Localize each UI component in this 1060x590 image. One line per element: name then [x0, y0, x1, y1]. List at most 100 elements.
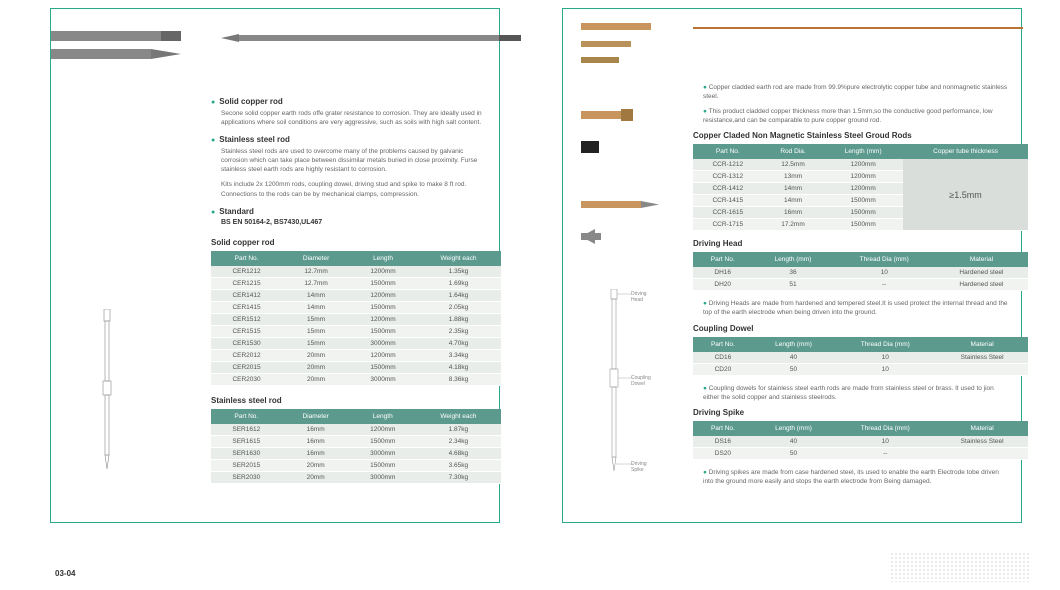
table-row: CER201220mm1200mm3.34kg — [211, 349, 501, 361]
table-cell: 36 — [752, 267, 833, 279]
table-header: Material — [936, 337, 1028, 352]
threaded-rod-pair-illustration — [51, 27, 181, 67]
driving-head-note: Driving Heads are made from hardened and… — [703, 299, 1011, 317]
left-rod-vertical-illustration — [67, 309, 147, 489]
table-cell: 1200mm — [823, 171, 903, 183]
table-cell: SER2015 — [211, 459, 282, 471]
table-row: CER121512.7mm1500mm1.69kg — [211, 277, 501, 289]
table-cell: 1500mm — [823, 219, 903, 231]
table-cell: 51 — [752, 279, 833, 291]
table-cell: 2.34kg — [416, 435, 501, 447]
table-header: Length (mm) — [752, 252, 833, 267]
coupling-note: Coupling dowels for stainless steel eart… — [703, 384, 1011, 402]
solid-copper-title: Solid copper rod — [211, 97, 489, 106]
right-text-block: Copper cladded earth rod are made from 9… — [693, 83, 1011, 486]
table-row: SER161216mm1200mm1.87kg — [211, 424, 501, 436]
table-row: CCR-121212.5mm1200mm≥1.5mm — [693, 159, 1028, 171]
table-cell: -- — [834, 279, 935, 291]
table-row: CD205010 — [693, 363, 1028, 375]
table-cell: CER1515 — [211, 325, 282, 337]
table-header: Copper tube thickness — [903, 144, 1028, 159]
catalog-spread: Solid copper rod Secone solid copper ear… — [0, 0, 1060, 540]
table-header: Length (mm) — [823, 144, 903, 159]
table-header: Part No. — [693, 421, 753, 436]
merged-cell: ≥1.5mm — [903, 159, 1028, 231]
stainless-text2: Kits include 2x 1200mm rods, coupling do… — [221, 180, 489, 198]
table-row: CER141214mm1200mm1.64kg — [211, 289, 501, 301]
table-cell: 4.68kg — [416, 447, 501, 459]
table-cell: CCR-1312 — [693, 171, 763, 183]
table-row: CER201520mm1500mm4.18kg — [211, 361, 501, 373]
table-cell: SER1630 — [211, 447, 282, 459]
table-cell: 12.7mm — [282, 277, 350, 289]
table-cell: DS16 — [693, 436, 753, 448]
table-header: Part No. — [693, 337, 753, 352]
table-header: Thread Dia (mm) — [834, 337, 936, 352]
table-header: Length — [350, 409, 416, 424]
table-cell: Stainless Steel — [936, 436, 1028, 448]
page-right: Copper cladded earth rod are made from 9… — [530, 0, 1060, 540]
spike-title: Driving Spike — [693, 408, 1011, 417]
table-cell: DH16 — [693, 267, 752, 279]
table-header: Material — [936, 421, 1028, 436]
left-border: Solid copper rod Secone solid copper ear… — [50, 8, 500, 523]
table-header: Diameter — [282, 251, 350, 266]
coupling-title: Coupling Dowel — [693, 324, 1011, 333]
table-cell: 1.87kg — [416, 424, 501, 436]
table-cell: CER2015 — [211, 361, 282, 373]
table-cell: SER1612 — [211, 424, 282, 436]
table-cell: 10 — [834, 436, 936, 448]
table-cell: 12.5mm — [763, 159, 824, 171]
table-row: DS164010Stainless Steel — [693, 436, 1028, 448]
table-cell: 1.64kg — [416, 289, 501, 301]
table-cell: 1200mm — [823, 183, 903, 195]
table-cell: CD20 — [693, 363, 753, 375]
table-header: Diameter — [282, 409, 350, 424]
table-row: CER151215mm1200mm1.88kg — [211, 313, 501, 325]
label-driving-head: Driving Head — [631, 291, 653, 303]
right-rod-column-illustration — [581, 23, 661, 263]
table-cell: 16mm — [282, 447, 350, 459]
table-cell: 16mm — [282, 435, 350, 447]
solid-copper-table: Part No.DiameterLengthWeight each CER121… — [211, 251, 501, 386]
stainless-table-title: Stainless steel rod — [211, 396, 489, 405]
table-cell: 15mm — [282, 337, 350, 349]
table-cell: 1500mm — [350, 361, 416, 373]
main-table-title: Copper Claded Non Magnetic Stainless Ste… — [693, 131, 1011, 140]
table-cell: CCR-1415 — [693, 195, 763, 207]
table-cell: 1200mm — [350, 349, 416, 361]
table-row: DH163610Hardened steel — [693, 267, 1028, 279]
table-cell: 20mm — [282, 361, 350, 373]
table-cell: CER1512 — [211, 313, 282, 325]
table-cell: 17.2mm — [763, 219, 824, 231]
table-cell: CCR-1615 — [693, 207, 763, 219]
table-cell: 1.35kg — [416, 266, 501, 278]
table-cell: DS20 — [693, 447, 753, 459]
table-cell: 7.30kg — [416, 471, 501, 483]
table-cell: 20mm — [282, 373, 350, 385]
table-row: CER153015mm3000mm4.70kg — [211, 337, 501, 349]
table-cell: SER1615 — [211, 435, 282, 447]
table-cell: 14mm — [282, 289, 350, 301]
solid-copper-text: Secone solid copper earth rods offe grat… — [221, 109, 489, 127]
table-cell — [936, 447, 1028, 459]
table-header: Weight each — [416, 251, 501, 266]
table-cell: 8.36kg — [416, 373, 501, 385]
table-cell: 1.88kg — [416, 313, 501, 325]
table-header: Thread Dia (mm) — [834, 421, 936, 436]
table-cell: 15mm — [282, 313, 350, 325]
table-cell: CER1212 — [211, 266, 282, 278]
table-header: Weight each — [416, 409, 501, 424]
table-header: Part No. — [211, 409, 282, 424]
table-cell: 14mm — [763, 195, 824, 207]
table-cell: CER2030 — [211, 373, 282, 385]
table-cell: 13mm — [763, 171, 824, 183]
table-header: Part No. — [693, 144, 763, 159]
table-cell: 14mm — [282, 301, 350, 313]
table-header: Length (mm) — [753, 337, 835, 352]
table-cell: 1500mm — [350, 459, 416, 471]
table-cell: 3.65kg — [416, 459, 501, 471]
table-row: CER151515mm1500mm2.35kg — [211, 325, 501, 337]
dots-pattern — [890, 552, 1030, 582]
table-cell: Hardened steel — [935, 279, 1028, 291]
